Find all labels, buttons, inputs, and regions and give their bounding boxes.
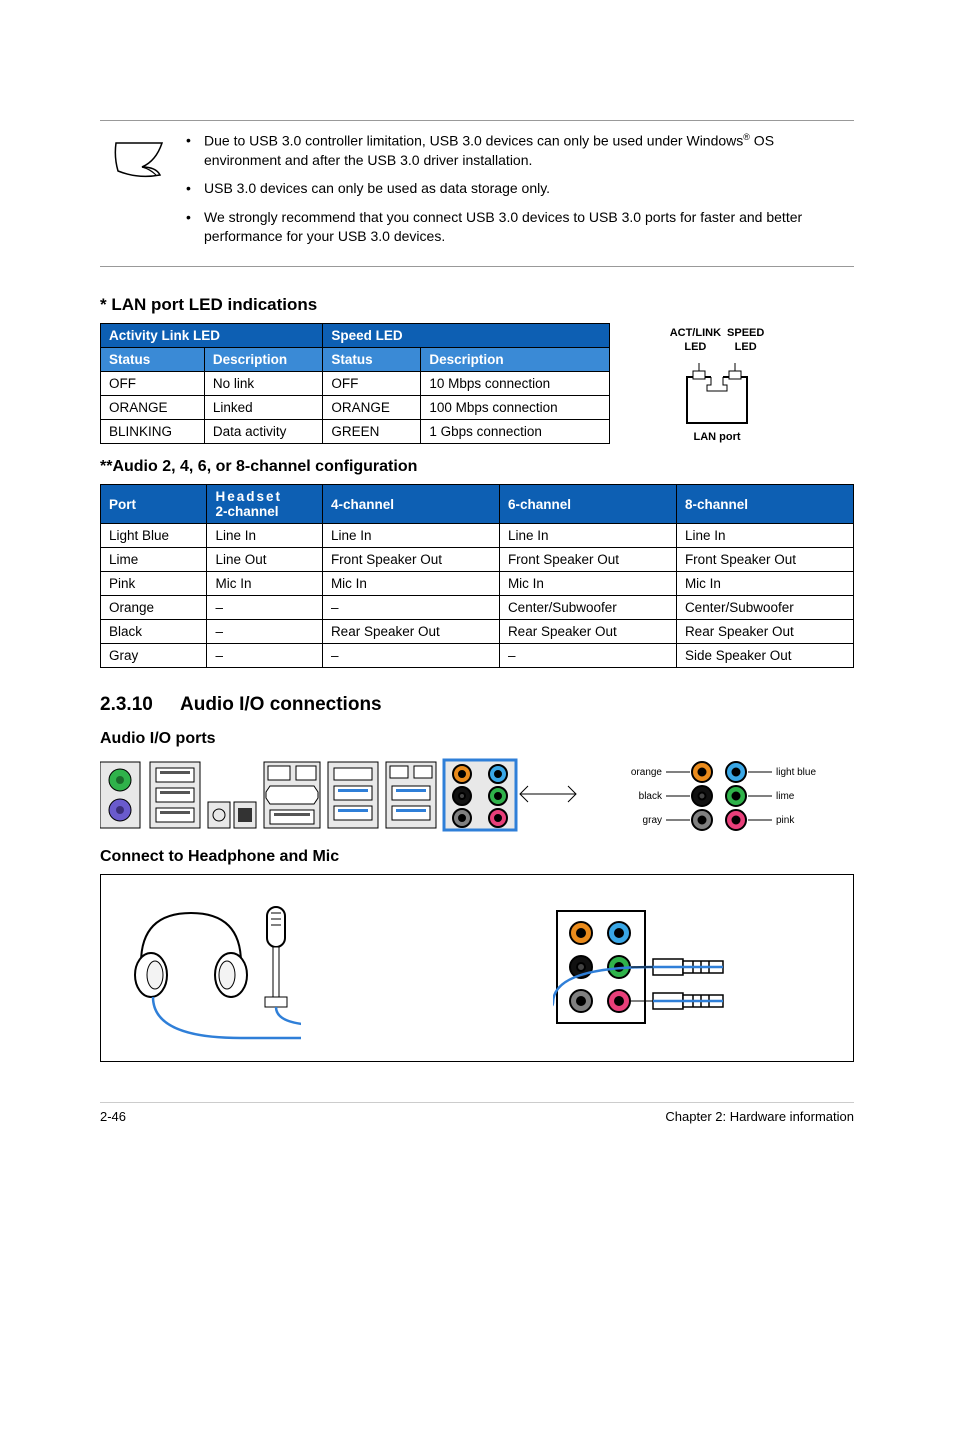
note-list: Due to USB 3.0 controller limitation, US… — [180, 131, 854, 256]
svg-text:light blue: light blue — [776, 767, 816, 778]
cell: – — [207, 644, 322, 668]
cell: Mic In — [499, 572, 676, 596]
led-sub-desc: Description — [204, 348, 322, 372]
note-box: Due to USB 3.0 controller limitation, US… — [100, 120, 854, 267]
cell: Line In — [322, 524, 499, 548]
cell: Line In — [676, 524, 853, 548]
diagram-caption: LAN port — [632, 431, 802, 445]
audio-table: Port Headset2-channel 4-channel 6-channe… — [100, 484, 854, 668]
led-head-activity: Activity Link LED — [101, 324, 323, 348]
lan-led-title: * LAN port LED indications — [100, 295, 854, 315]
cell: Linked — [204, 396, 322, 420]
cell: – — [322, 644, 499, 668]
cell: – — [207, 596, 322, 620]
cell: Light Blue — [101, 524, 207, 548]
cell: Mic In — [322, 572, 499, 596]
cell: Data activity — [204, 420, 322, 444]
section-number: 2.3.10 — [100, 694, 180, 716]
io-panel-diagram: orange black gray light blue lime pink — [100, 756, 854, 834]
section-heading: 2.3.10Audio I/O connections — [100, 694, 854, 716]
cell: 100 Mbps connection — [421, 396, 610, 420]
svg-text:orange: orange — [631, 767, 663, 778]
led-head-speed: Speed LED — [323, 324, 610, 348]
cell: Front Speaker Out — [499, 548, 676, 572]
cell: 10 Mbps connection — [421, 372, 610, 396]
cell: – — [207, 620, 322, 644]
cell: ORANGE — [323, 396, 421, 420]
cell: Mic In — [207, 572, 322, 596]
page-number: 2-46 — [100, 1109, 126, 1124]
note-item: USB 3.0 devices can only be used as data… — [180, 179, 854, 198]
th: 4-channel — [322, 485, 499, 524]
cell: BLINKING — [101, 420, 205, 444]
cell: – — [322, 596, 499, 620]
lan-port-diagram: ACT/LINKLED SPEEDLED LAN port — [632, 323, 802, 444]
page-footer: 2-46 Chapter 2: Hardware information — [100, 1102, 854, 1124]
audio-config-title: **Audio 2, 4, 6, or 8-channel configurat… — [100, 458, 854, 476]
cell: Gray — [101, 644, 207, 668]
cell: Lime — [101, 548, 207, 572]
cell: Side Speaker Out — [676, 644, 853, 668]
headphone-diagram — [100, 874, 854, 1062]
cell: – — [499, 644, 676, 668]
note-item: We strongly recommend that you connect U… — [180, 208, 854, 246]
cell: Black — [101, 620, 207, 644]
led-sub-status: Status — [323, 348, 421, 372]
cell: No link — [204, 372, 322, 396]
jack-legend: orange black gray light blue lime pink — [594, 756, 846, 834]
note-item: Due to USB 3.0 controller limitation, US… — [180, 131, 854, 169]
cell: Orange — [101, 596, 207, 620]
svg-text:gray: gray — [643, 815, 662, 826]
cell: Rear Speaker Out — [322, 620, 499, 644]
cell: Rear Speaker Out — [676, 620, 853, 644]
cell: Line In — [207, 524, 322, 548]
led-table: Activity Link LED Speed LED Status Descr… — [100, 323, 610, 444]
cell: OFF — [323, 372, 421, 396]
cell: Front Speaker Out — [676, 548, 853, 572]
th: Headset2-channel — [207, 485, 322, 524]
headphone-title: Connect to Headphone and Mic — [100, 848, 854, 866]
led-sub-desc: Description — [421, 348, 610, 372]
th: 8-channel — [676, 485, 853, 524]
svg-text:pink: pink — [776, 815, 795, 826]
diagram-label: ACT/LINKLED — [670, 327, 721, 355]
th: 6-channel — [499, 485, 676, 524]
cell: Center/Subwoofer — [676, 596, 853, 620]
cell: Front Speaker Out — [322, 548, 499, 572]
cell: Line Out — [207, 548, 322, 572]
led-sub-status: Status — [101, 348, 205, 372]
th: Port — [101, 485, 207, 524]
audio-ports-title: Audio I/O ports — [100, 730, 854, 748]
cell: Center/Subwoofer — [499, 596, 676, 620]
chapter-label: Chapter 2: Hardware information — [665, 1109, 854, 1124]
diagram-label: SPEEDLED — [727, 327, 764, 355]
cell: GREEN — [323, 420, 421, 444]
cell: Mic In — [676, 572, 853, 596]
section-title: Audio I/O connections — [180, 694, 382, 715]
cell: 1 Gbps connection — [421, 420, 610, 444]
cell: ORANGE — [101, 396, 205, 420]
cell: Line In — [499, 524, 676, 548]
svg-text:lime: lime — [776, 791, 795, 802]
note-icon — [100, 131, 180, 256]
svg-text:black: black — [639, 791, 663, 802]
cell: Rear Speaker Out — [499, 620, 676, 644]
cell: OFF — [101, 372, 205, 396]
cell: Pink — [101, 572, 207, 596]
